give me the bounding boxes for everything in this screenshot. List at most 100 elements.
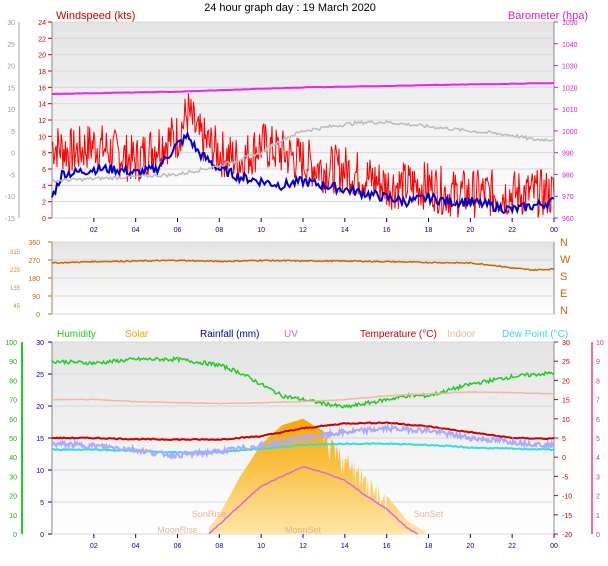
direction-tick-label: 0: [36, 312, 40, 319]
barometer-tick-label: 1010: [562, 107, 578, 114]
series-line-indoor: [51, 391, 555, 405]
direction-minor-label: 225: [10, 268, 21, 274]
barometer-tick-label: 960: [562, 216, 574, 223]
direction-tick-label: 270: [28, 258, 40, 265]
x-tick-label: 04: [132, 543, 140, 550]
legend-entry: Rainfall (mm): [200, 329, 259, 340]
windspeed-tick-label: 12: [38, 118, 46, 125]
temperature-tick-label: -15: [562, 513, 572, 520]
humidity-axis: 0 10 20 30 40 50 60 70 80 90 100: [5, 340, 23, 539]
temperature-tick-label: -10: [562, 494, 572, 501]
x-tick-label: 14: [341, 543, 349, 550]
x-tick-label: 20: [466, 543, 474, 550]
direction-tick-label: 360: [28, 240, 40, 247]
panel3-series: [51, 355, 555, 535]
windspeed-tick-label: 4: [42, 183, 46, 190]
outdoor-tick-label: 0: [11, 151, 15, 158]
humidity-tick-label: 0: [13, 532, 17, 539]
x-tick-label: 16: [383, 227, 391, 234]
temperature-tick-label: -5: [562, 474, 568, 481]
direction-tick-label: 90: [32, 294, 40, 301]
annotation-label: SunRise: [192, 509, 226, 519]
temperature-axis: -20 -15 -10 -5 0 5 10 15 20 25 30: [554, 340, 572, 539]
barometer-tick-label: 980: [562, 172, 574, 179]
humidity-tick-label: 40: [9, 455, 17, 462]
barometer-tick-label: 1050: [562, 20, 578, 27]
panel3-annotations: SunRise SunSet MoonRise MoonSet: [157, 509, 444, 535]
x-tick-label: 22: [508, 227, 516, 234]
annotation-label: MoonRise: [157, 525, 198, 535]
x-tick-label: 22: [508, 543, 516, 550]
windspeed-tick-label: 22: [38, 36, 46, 43]
x-tick-label: 18: [425, 543, 433, 550]
series-line-gray: [51, 119, 555, 184]
temperature-tick-label: 10: [562, 417, 570, 424]
uv-tick-label: 5: [596, 436, 600, 443]
windspeed-tick-label: 18: [38, 69, 46, 76]
x-tick-label: 00: [550, 543, 558, 550]
legend-entry: UV: [284, 329, 298, 340]
rain-tick-label: 5: [40, 500, 44, 507]
rain-tick-label: 10: [36, 468, 44, 475]
humidity-tick-label: 70: [9, 398, 17, 405]
series-line-wind: [51, 93, 555, 218]
uv-tick-label: 2: [596, 494, 600, 501]
x-tick-label: 12: [299, 543, 307, 550]
barometer-tick-label: 1000: [562, 129, 578, 136]
uv-tick-label: 6: [596, 417, 600, 424]
rain-tick-label: 0: [40, 532, 44, 539]
compass-label: S: [560, 271, 567, 283]
direction-tick-label: 180: [28, 276, 40, 283]
temperature-tick-label: 30: [562, 340, 570, 347]
compass-label: W: [560, 254, 571, 266]
direction-minor-label: 315: [10, 250, 21, 256]
temperature-tick-label: -20: [562, 532, 572, 539]
annotation-label: MoonSet: [285, 525, 322, 535]
legend-entry: Indoor: [447, 329, 476, 340]
humidity-tick-label: 60: [9, 417, 17, 424]
panel1-series: [51, 81, 555, 218]
panel3-x-axis: 02 04 06 08 10 12 14 16 18 20 22 00: [90, 534, 558, 550]
outdoor-tick-label: -15: [5, 216, 15, 223]
barometer-axis: 960 970 980 990 1000 1010 1020 1030 1040 1050: [554, 20, 578, 223]
temperature-tick-label: 20: [562, 378, 570, 385]
x-tick-label: 02: [90, 227, 98, 234]
outdoor-tick-label: 15: [7, 85, 15, 92]
uv-tick-label: 0: [596, 532, 600, 539]
legend-entry: Humidity: [57, 329, 96, 340]
humidity-tick-label: 30: [9, 474, 17, 481]
barometer-tick-label: 1030: [562, 64, 578, 71]
windspeed-tick-label: 20: [38, 53, 46, 60]
series-line-humidity: [51, 355, 555, 409]
outdoor-tick-label: 5: [11, 129, 15, 136]
humidity-tick-label: 100: [5, 340, 17, 347]
direction-minor-label: 135: [10, 286, 21, 292]
panel3-legend: Humidity Solar Rainfall (mm) UV Temperature …: [57, 329, 568, 340]
windspeed-tick-label: 14: [38, 102, 46, 109]
outdoor-tick-label: 20: [7, 64, 15, 71]
windspeed-axis-title: Windspeed (kts): [56, 10, 135, 22]
rain-tick-label: 15: [36, 436, 44, 443]
x-tick-label: 10: [257, 227, 265, 234]
temperature-tick-label: 5: [562, 436, 566, 443]
x-tick-label: 18: [425, 227, 433, 234]
x-tick-label: 14: [341, 227, 349, 234]
humidity-tick-label: 20: [9, 494, 17, 501]
barometer-tick-label: 970: [562, 194, 574, 201]
windspeed-tick-label: 8: [42, 151, 46, 158]
rain-tick-label: 25: [36, 372, 44, 379]
windspeed-tick-label: 0: [42, 216, 46, 223]
humidity-tick-label: 80: [9, 378, 17, 385]
panel2-series: [51, 259, 555, 272]
windspeed-tick-label: 24: [38, 20, 46, 27]
uv-tick-label: 10: [596, 340, 604, 347]
uv-tick-label: 9: [596, 359, 600, 366]
series-line-direction: [51, 259, 555, 272]
x-tick-label: 12: [299, 227, 307, 234]
temperature-tick-label: 25: [562, 359, 570, 366]
windspeed-tick-label: 10: [38, 134, 46, 141]
compass-label: E: [560, 288, 567, 300]
